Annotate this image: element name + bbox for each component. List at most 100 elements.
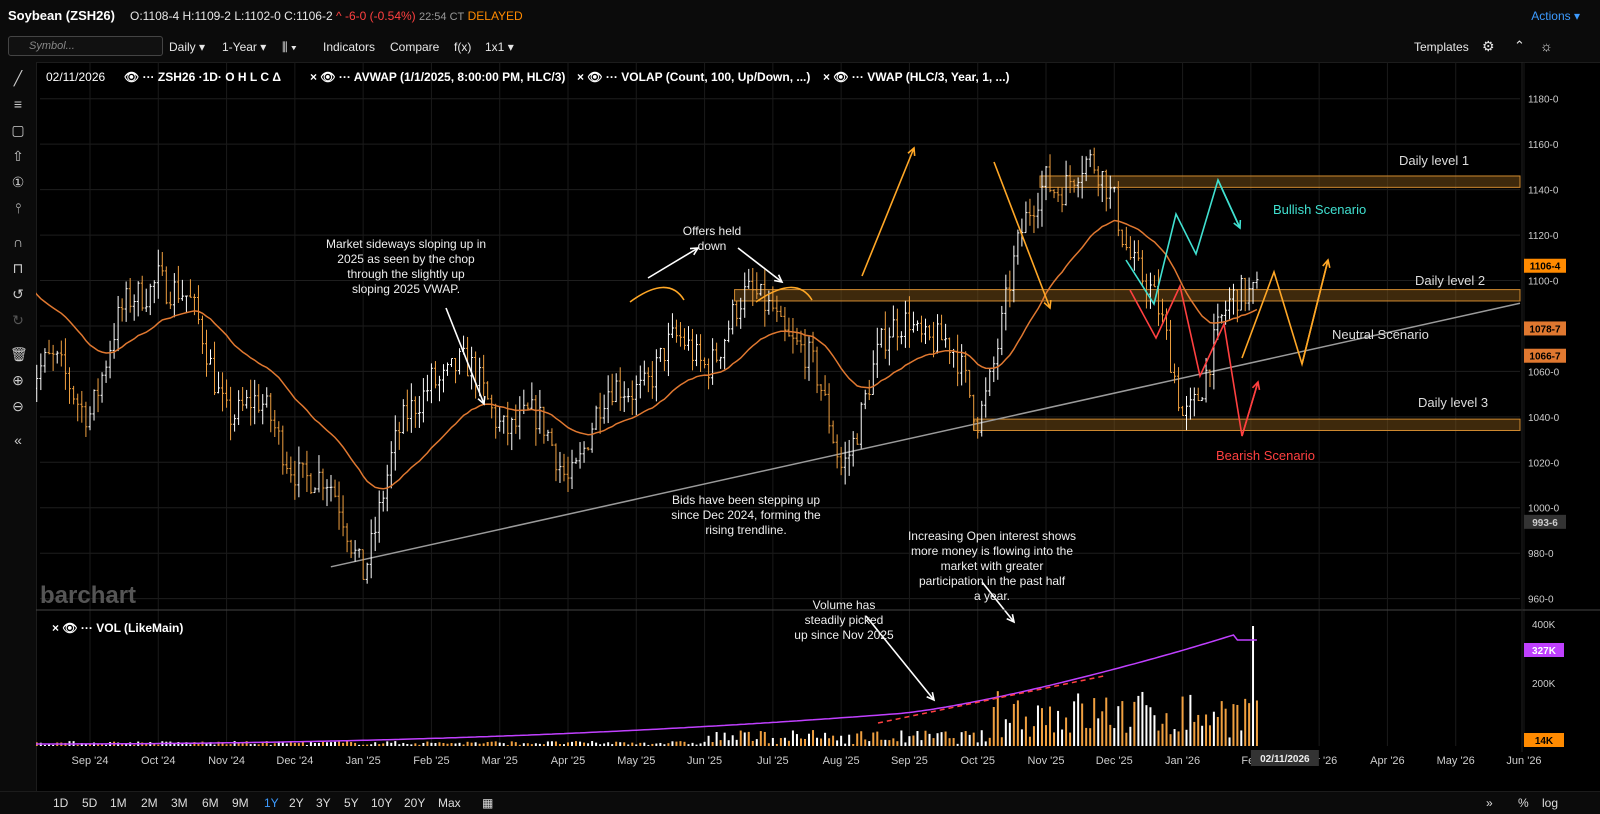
- volume-bar: [916, 731, 919, 746]
- volume-bar: [253, 743, 256, 746]
- theme-sun-icon[interactable]: ☼: [1540, 38, 1553, 54]
- volume-bar: [438, 742, 441, 746]
- collapse-icon[interactable]: ⌃: [1514, 38, 1525, 53]
- range-button-10y[interactable]: 10Y: [371, 796, 393, 810]
- range-button-2m[interactable]: 2M: [141, 796, 158, 810]
- volume-bar: [571, 741, 574, 746]
- redo-icon[interactable]: ↻: [12, 312, 24, 328]
- annotation-market-sideways: Market sideways sloping up in 2025 as see…: [326, 237, 486, 296]
- volume-bar: [221, 742, 224, 746]
- magnet-icon[interactable]: ∩: [12, 234, 24, 250]
- scroll-right-icon[interactable]: »: [1486, 796, 1493, 810]
- range-button-1d[interactable]: 1D: [53, 796, 69, 810]
- layout-select[interactable]: 1x1 ▾: [485, 40, 514, 54]
- lock-icon[interactable]: ⊓: [12, 260, 24, 276]
- range-button-5y[interactable]: 5Y: [344, 796, 359, 810]
- range-button-9m[interactable]: 9M: [232, 796, 249, 810]
- number-tool-icon[interactable]: ①: [11, 174, 25, 190]
- line-tool-icon[interactable]: ╱: [13, 70, 23, 86]
- fib-tool-icon[interactable]: ≡: [13, 96, 23, 112]
- vol-tick-label: 200K: [1532, 679, 1556, 690]
- range-button-5d[interactable]: 5D: [82, 796, 98, 810]
- range-button-3y[interactable]: 3Y: [316, 796, 331, 810]
- zoom-out-icon[interactable]: ⊖: [12, 398, 24, 414]
- range-button-max[interactable]: Max: [438, 796, 461, 810]
- arrow-tool-icon[interactable]: ⇧: [12, 148, 24, 164]
- neutral-arrow: [1301, 259, 1329, 365]
- volume-bar: [1085, 727, 1088, 746]
- range-button-20y[interactable]: 20Y: [404, 796, 426, 810]
- legend-vwap[interactable]: × 👁 ··· VWAP (HLC/3, Year, 1, ...): [823, 70, 1010, 84]
- volume-bar: [1181, 696, 1184, 746]
- volume-bar: [663, 744, 666, 746]
- bearish-scenario-label: Bearish Scenario: [1216, 448, 1315, 463]
- shape-tool-icon[interactable]: ▢: [11, 122, 25, 138]
- measure-tool-icon[interactable]: ⫯: [14, 200, 22, 216]
- legend-vol[interactable]: × 👁 ··· VOL (LikeMain): [52, 621, 183, 635]
- zoom-in-icon[interactable]: ⊕: [12, 372, 24, 388]
- log-toggle[interactable]: log: [1542, 796, 1559, 810]
- volume-bar: [398, 744, 401, 746]
- range-button-1y[interactable]: 1Y: [264, 796, 279, 810]
- volume-bar: [97, 743, 100, 746]
- eye-icon[interactable]: 👁 ···: [124, 70, 155, 84]
- volume-bar: [1133, 701, 1136, 746]
- collapse-panel-icon[interactable]: «: [14, 432, 22, 448]
- annotation-open-interest-line: market with greater: [941, 559, 1044, 573]
- undo-icon[interactable]: ↺: [12, 286, 24, 302]
- pointer-arrow-right-head: [773, 274, 784, 284]
- volume-bar: [1097, 718, 1100, 746]
- volume-bar: [1244, 698, 1247, 746]
- close-icon[interactable]: × 👁 ···: [310, 70, 351, 84]
- templates-button[interactable]: Templates: [1414, 40, 1469, 54]
- volume-bar: [900, 730, 903, 746]
- volume-bar: [739, 730, 742, 746]
- range-button-2y[interactable]: 2Y: [289, 796, 304, 810]
- vol-label-box: [1524, 643, 1564, 657]
- close-icon[interactable]: × 👁 ···: [577, 70, 618, 84]
- legend-volap[interactable]: × 👁 ··· VOLAP (Count, 100, Up/Down, ...): [577, 70, 810, 84]
- chart-toolbar: Symbol... Daily ▾ 1-Year ▾ ⫼ ▾ Indicator…: [0, 32, 1600, 63]
- actions-button[interactable]: Actions ▾: [1531, 9, 1580, 23]
- close-icon[interactable]: × 👁 ···: [52, 621, 93, 635]
- volume-bar: [526, 743, 529, 746]
- volume-bar: [518, 744, 521, 746]
- range-button-1m[interactable]: 1M: [110, 796, 127, 810]
- volume-bar: [173, 743, 176, 746]
- compare-button[interactable]: Compare: [390, 40, 440, 54]
- range-select[interactable]: 1-Year ▾: [222, 40, 267, 54]
- x-tick-label: Aug '25: [823, 755, 860, 767]
- chart-type-select[interactable]: ⫼ ▾: [282, 40, 297, 54]
- volume-bar: [820, 738, 823, 746]
- volume-bar: [615, 741, 618, 746]
- calendar-icon[interactable]: ▦: [482, 796, 494, 810]
- volume-pointer-arrow-head: [926, 692, 936, 702]
- percent-toggle[interactable]: %: [1518, 796, 1529, 810]
- indicators-button[interactable]: Indicators: [323, 40, 376, 54]
- volume-bar: [960, 732, 963, 746]
- volume-bar: [836, 740, 839, 746]
- volume-bar: [795, 734, 798, 746]
- volume-bar: [530, 744, 533, 746]
- range-button-6m[interactable]: 6M: [202, 796, 219, 810]
- trash-icon[interactable]: 🗑: [10, 346, 28, 362]
- symbol-title[interactable]: Soybean (ZSH26): [8, 8, 115, 23]
- volume-bar: [719, 740, 722, 746]
- legend-main[interactable]: 👁 ··· ZSH26 ·1D· O H L C Δ: [124, 70, 281, 84]
- volume-bar: [386, 741, 389, 746]
- level-zones: [734, 175, 1521, 431]
- volume-bar: [410, 744, 413, 746]
- annotation-volume-line: steadily picked: [805, 613, 884, 627]
- legend-avwap[interactable]: × 👁 ··· AVWAP (1/1/2025, 8:00:00 PM, HLC…: [310, 70, 565, 84]
- volume-bar: [76, 744, 79, 746]
- close-icon[interactable]: × 👁 ···: [823, 70, 864, 84]
- interval-select[interactable]: Daily ▾: [169, 40, 206, 54]
- vwap-line: [36, 219, 1258, 490]
- gear-icon[interactable]: ⚙: [1482, 38, 1495, 54]
- range-button-3m[interactable]: 3M: [171, 796, 188, 810]
- pointer-arrow-left: [647, 247, 699, 279]
- chart-canvas[interactable]: 1180-01160-01140-01120-01100-01080-01060…: [36, 62, 1600, 791]
- search-input[interactable]: Symbol...: [8, 36, 163, 56]
- volume-bar: [1153, 715, 1156, 746]
- fx-button[interactable]: f(x): [454, 40, 472, 54]
